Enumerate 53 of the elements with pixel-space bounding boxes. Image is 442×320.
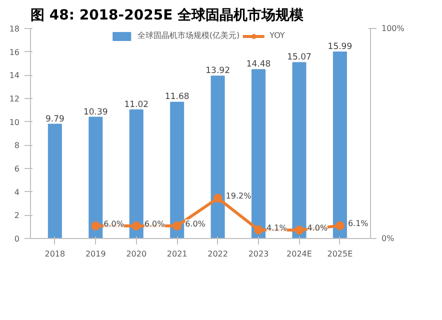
point	[132, 221, 141, 230]
bar	[170, 102, 184, 238]
x-tick-label: 2023	[248, 250, 269, 258]
data-label: 11.68	[164, 92, 190, 102]
bar	[292, 62, 306, 238]
bar	[88, 116, 103, 238]
y-tick-label: 16	[9, 48, 20, 57]
data-label: 15.99	[328, 42, 352, 52]
y2-tick-label: 0%	[382, 234, 395, 243]
data-label: 15.07	[287, 52, 312, 63]
data-label: 14.48	[246, 60, 271, 70]
y-tick-label: 6	[14, 164, 20, 174]
point	[91, 221, 100, 230]
x-tick-label: 2019	[85, 250, 106, 258]
bar	[210, 76, 225, 238]
data-label: 4.1%	[266, 223, 288, 232]
point	[172, 221, 182, 230]
bar	[48, 124, 62, 238]
bar	[129, 109, 144, 238]
legend-label: YOY	[270, 30, 286, 40]
y-tick-label: 12	[9, 94, 20, 104]
data-label: 10.39	[83, 107, 108, 118]
point	[254, 225, 264, 234]
data-label: 4.0%	[307, 224, 328, 233]
y-tick-label: 4	[14, 188, 20, 197]
data-label: 11.02	[124, 100, 149, 110]
bar	[252, 69, 266, 238]
point	[213, 194, 222, 203]
data-label: 6.1%	[348, 219, 369, 228]
bar	[332, 51, 347, 238]
y-tick-label: 14	[9, 71, 20, 80]
point	[335, 221, 344, 230]
y-tick-label: 8	[14, 141, 20, 150]
data-label: 6.0%	[144, 219, 166, 228]
data-label: 9.79	[45, 114, 64, 124]
x-tick-label: 2018	[44, 250, 66, 258]
data-label: 13.92	[206, 66, 230, 76]
x-tick-label: 2022	[208, 250, 228, 258]
x-tick-label: 2021	[166, 250, 188, 258]
y-tick-label: 10	[9, 118, 20, 127]
y-tick-label: 18	[9, 24, 20, 34]
y-tick-label: 2	[14, 211, 20, 220]
chart-title: 图 48: 2018-2025E 全球固晶机市场规模	[30, 6, 305, 24]
y2-tick-label: 100%	[382, 24, 405, 33]
point	[294, 226, 304, 235]
y-tick-label: 0	[14, 234, 20, 244]
x-tick-label: 2024E	[286, 250, 312, 258]
data-label: 19.2%	[226, 192, 252, 201]
legend-label: 全球固晶机市场规模(亿美元)	[137, 30, 240, 41]
data-label: 6.0%	[185, 219, 206, 228]
x-tick-label: 2020	[126, 250, 147, 258]
x-tick-label: 2025E	[327, 250, 353, 258]
data-label: 6.0%	[104, 219, 124, 228]
